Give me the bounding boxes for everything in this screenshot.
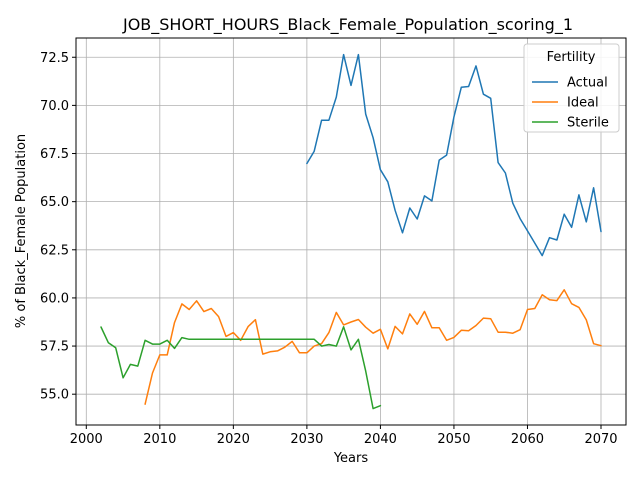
y-tick-label: 65.0	[40, 195, 69, 210]
x-tick-label: 2020	[217, 432, 250, 447]
y-tick-label: 62.5	[40, 243, 69, 258]
x-tick-label: 2010	[143, 432, 176, 447]
legend-label-sterile: Sterile	[567, 116, 609, 131]
x-tick-label: 2050	[437, 432, 470, 447]
y-tick-label: 57.5	[40, 340, 69, 355]
legend-title: Fertility	[547, 50, 596, 65]
x-tick-label: 2000	[70, 432, 103, 447]
x-tick-label: 2060	[511, 432, 544, 447]
series-line-sterile	[100, 326, 382, 410]
y-tick-label: 60.0	[40, 291, 69, 306]
legend-box	[523, 43, 620, 133]
y-tick-label: 67.5	[40, 147, 69, 162]
legend-label-ideal: Ideal	[567, 96, 599, 111]
y-tick-label: 55.0	[40, 388, 69, 403]
series-line-actual	[306, 53, 602, 257]
x-tick-label: 2070	[584, 432, 617, 447]
x-tick-label: 2030	[290, 432, 323, 447]
chart-title: JOB_SHORT_HOURS_Black_Female_Population_…	[122, 15, 573, 35]
x-tick-label: 2040	[364, 432, 397, 447]
y-tick-label: 70.0	[40, 99, 69, 114]
y-axis-ticks: 55.0 57.5 60.0 62.5 65.0 67.5 70.0 72.5	[40, 51, 76, 403]
y-axis-label: % of Black_Female Population	[14, 134, 29, 328]
x-axis-label: Years	[333, 451, 369, 466]
plot-frame	[75, 37, 627, 426]
legend-items: Actual Ideal Sterile	[532, 76, 609, 131]
legend-label-actual: Actual	[567, 76, 608, 91]
y-tick-label: 72.5	[40, 51, 69, 66]
series-lines	[100, 53, 602, 410]
legend: Fertility Actual Ideal Sterile	[523, 43, 620, 133]
series-line-ideal	[144, 289, 602, 405]
x-axis-ticks: 2000 2010 2020 2030 2040 2050 2060 2070	[70, 425, 618, 447]
